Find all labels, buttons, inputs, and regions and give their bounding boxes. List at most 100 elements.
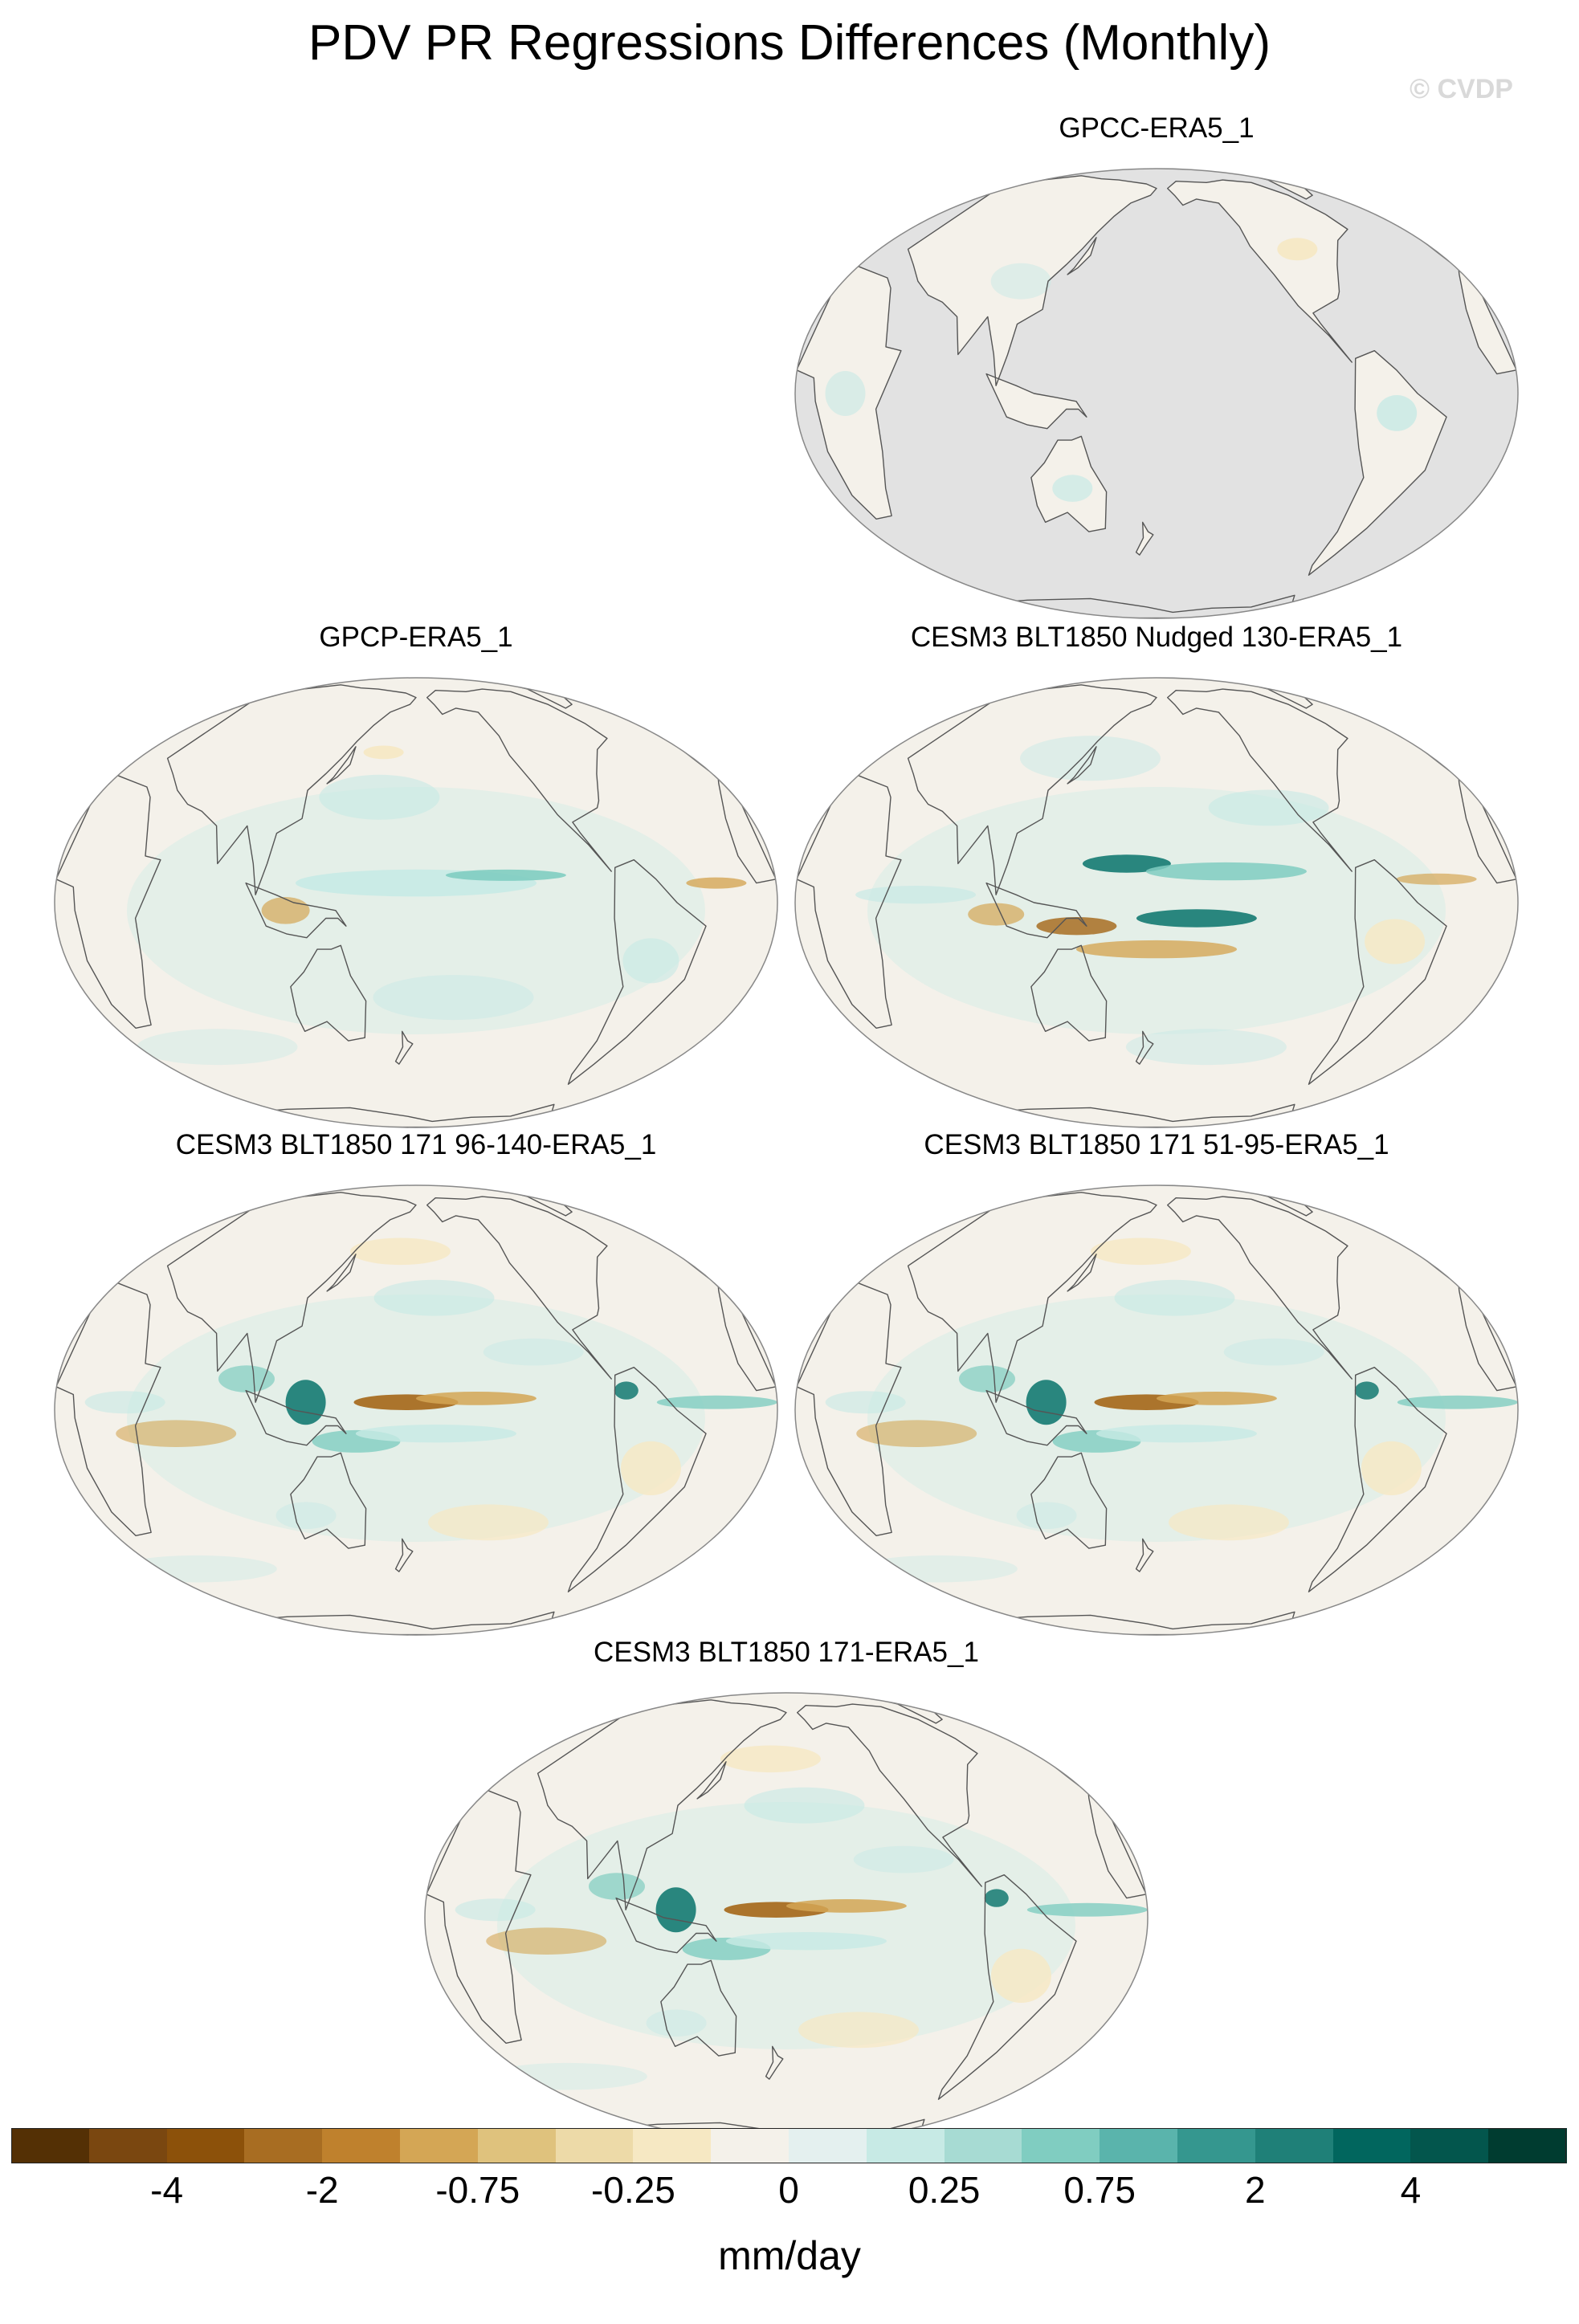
map-171-51-95-era5 <box>794 1184 1519 1636</box>
map-content <box>795 1185 1518 1635</box>
coastline-south-america <box>1308 859 1447 1085</box>
figure-title: PDV PR Regressions Differences (Monthly) <box>308 15 1271 71</box>
colorbar-swatch <box>1022 2128 1100 2163</box>
anomaly-blob <box>116 1555 277 1583</box>
colorbar-swatch <box>244 2128 323 2163</box>
coastline-japan <box>696 1761 727 1800</box>
coastline-eurasia-east <box>166 1192 417 1403</box>
coastline-south-america <box>1308 350 1447 576</box>
coastline-north-america <box>797 1703 982 1887</box>
coastline-australia <box>1030 1452 1108 1549</box>
coastline-japan <box>1067 1254 1097 1292</box>
anomaly-blob <box>285 1380 326 1425</box>
coastline-africa-east <box>426 1785 532 2044</box>
anomaly-blob <box>856 1420 977 1447</box>
map-outline <box>794 1184 1519 1636</box>
map-171-era5 <box>424 1692 1149 2143</box>
coastline-eurasia-east <box>907 684 1157 895</box>
coastline-eurasia-east <box>537 1699 787 1910</box>
coastline-japan <box>1067 746 1097 785</box>
anomaly-blob <box>686 877 747 889</box>
colorbar-tick-label: -2 <box>305 2169 339 2211</box>
anomaly-blob <box>1052 475 1093 502</box>
coastline-australia <box>290 1452 367 1549</box>
colorbar-tick-label: 0 <box>778 2169 799 2211</box>
coastline-japan <box>1067 237 1097 275</box>
anomaly-blob <box>1020 736 1161 781</box>
anomaly-blob <box>785 1899 907 1913</box>
anomaly-blob <box>1096 1425 1257 1443</box>
anomaly-blob <box>261 897 310 924</box>
colorbar-swatch <box>11 2128 90 2163</box>
anomaly-blob <box>655 1887 696 1933</box>
map-outline <box>54 1184 778 1636</box>
anomaly-blob <box>455 1898 536 1922</box>
map-outline <box>794 168 1519 619</box>
coastline-new-zealand <box>1135 521 1154 556</box>
coastline-south-america <box>1308 1367 1447 1592</box>
coastline-eurasia-east <box>907 175 1157 386</box>
coastline-north-america <box>1167 1196 1353 1380</box>
coastline-eurasia-east <box>907 1192 1157 1403</box>
colorbar-swatch <box>944 2128 1022 2163</box>
anomaly-blob <box>720 1745 821 1773</box>
anomaly-blob <box>373 1279 495 1316</box>
anomaly-blob <box>486 2062 647 2090</box>
coastline-indonesia <box>245 1389 347 1446</box>
anomaly-blob <box>1125 1029 1287 1066</box>
land-fill-africa-west <box>1458 261 1517 374</box>
anomaly-blob <box>1365 919 1426 964</box>
anomaly-blob <box>84 1391 165 1414</box>
anomaly-blob <box>355 1425 516 1443</box>
coastline-north-america <box>426 688 612 872</box>
anomaly-blob <box>990 263 1051 300</box>
panel-title: GPCP-ERA5_1 <box>319 622 513 653</box>
coastline-indonesia <box>245 882 347 939</box>
anomaly-blob <box>445 869 566 881</box>
coastline-new-zealand <box>394 1538 414 1572</box>
anomaly-blob <box>1036 917 1117 936</box>
map-outline <box>794 677 1519 1128</box>
anomaly-blob <box>1016 1502 1077 1529</box>
coastline-new-zealand <box>394 1030 414 1065</box>
coastline-north-america <box>1167 179 1353 363</box>
colorbar-swatch <box>633 2128 712 2163</box>
land-fill-indonesia <box>986 373 1087 429</box>
anomaly-blob <box>1026 1902 1148 1917</box>
anomaly-blob <box>622 938 679 984</box>
colorbar-tick-label: 0.25 <box>908 2169 981 2211</box>
map-content <box>795 169 1518 618</box>
colorbar-swatch <box>88 2128 168 2163</box>
anomaly-blob <box>1082 854 1171 873</box>
colorbar-tick-label: -0.75 <box>435 2169 520 2211</box>
map-panel-171: CESM3 BLT1850 171-ERA5_1 <box>423 1637 1149 2151</box>
colorbar-swatch <box>1488 2128 1567 2163</box>
land-fill-north-america <box>1167 180 1353 363</box>
anomaly-blob <box>855 886 977 904</box>
colorbar-swatch <box>322 2128 401 2163</box>
colorbar-swatch <box>400 2128 479 2163</box>
anomaly-blob <box>1397 1395 1518 1409</box>
anomaly-blob <box>825 371 866 416</box>
coastline-south-america <box>567 1367 707 1592</box>
anomaly-blob <box>1091 1237 1191 1266</box>
coastline-north-america <box>1167 688 1353 872</box>
coastline-indonesia <box>615 1897 717 1954</box>
panel-title: GPCC-ERA5_1 <box>1059 112 1255 144</box>
map-171-96-140-era5 <box>54 1184 778 1636</box>
anomaly-blob <box>825 1391 906 1414</box>
anomaly-blob <box>1169 1504 1289 1541</box>
anomaly-blob <box>968 903 1025 926</box>
panel-title: CESM3 BLT1850 Nudged 130-ERA5_1 <box>910 622 1403 653</box>
colorbar-swatch <box>1332 2128 1411 2163</box>
coastline-africa-east <box>55 770 161 1029</box>
anomaly-blob <box>218 1365 275 1392</box>
map-gpcp-era5 <box>54 677 778 1128</box>
anomaly-blob <box>1223 1338 1324 1366</box>
map-gpcc-era5 <box>794 168 1519 619</box>
coastline-africa-east <box>796 770 902 1029</box>
colorbar-tick-label: -4 <box>150 2169 184 2211</box>
coastline-australia <box>1030 944 1108 1042</box>
anomaly-blob <box>373 975 534 1021</box>
coastline-africa-east <box>796 1278 902 1536</box>
